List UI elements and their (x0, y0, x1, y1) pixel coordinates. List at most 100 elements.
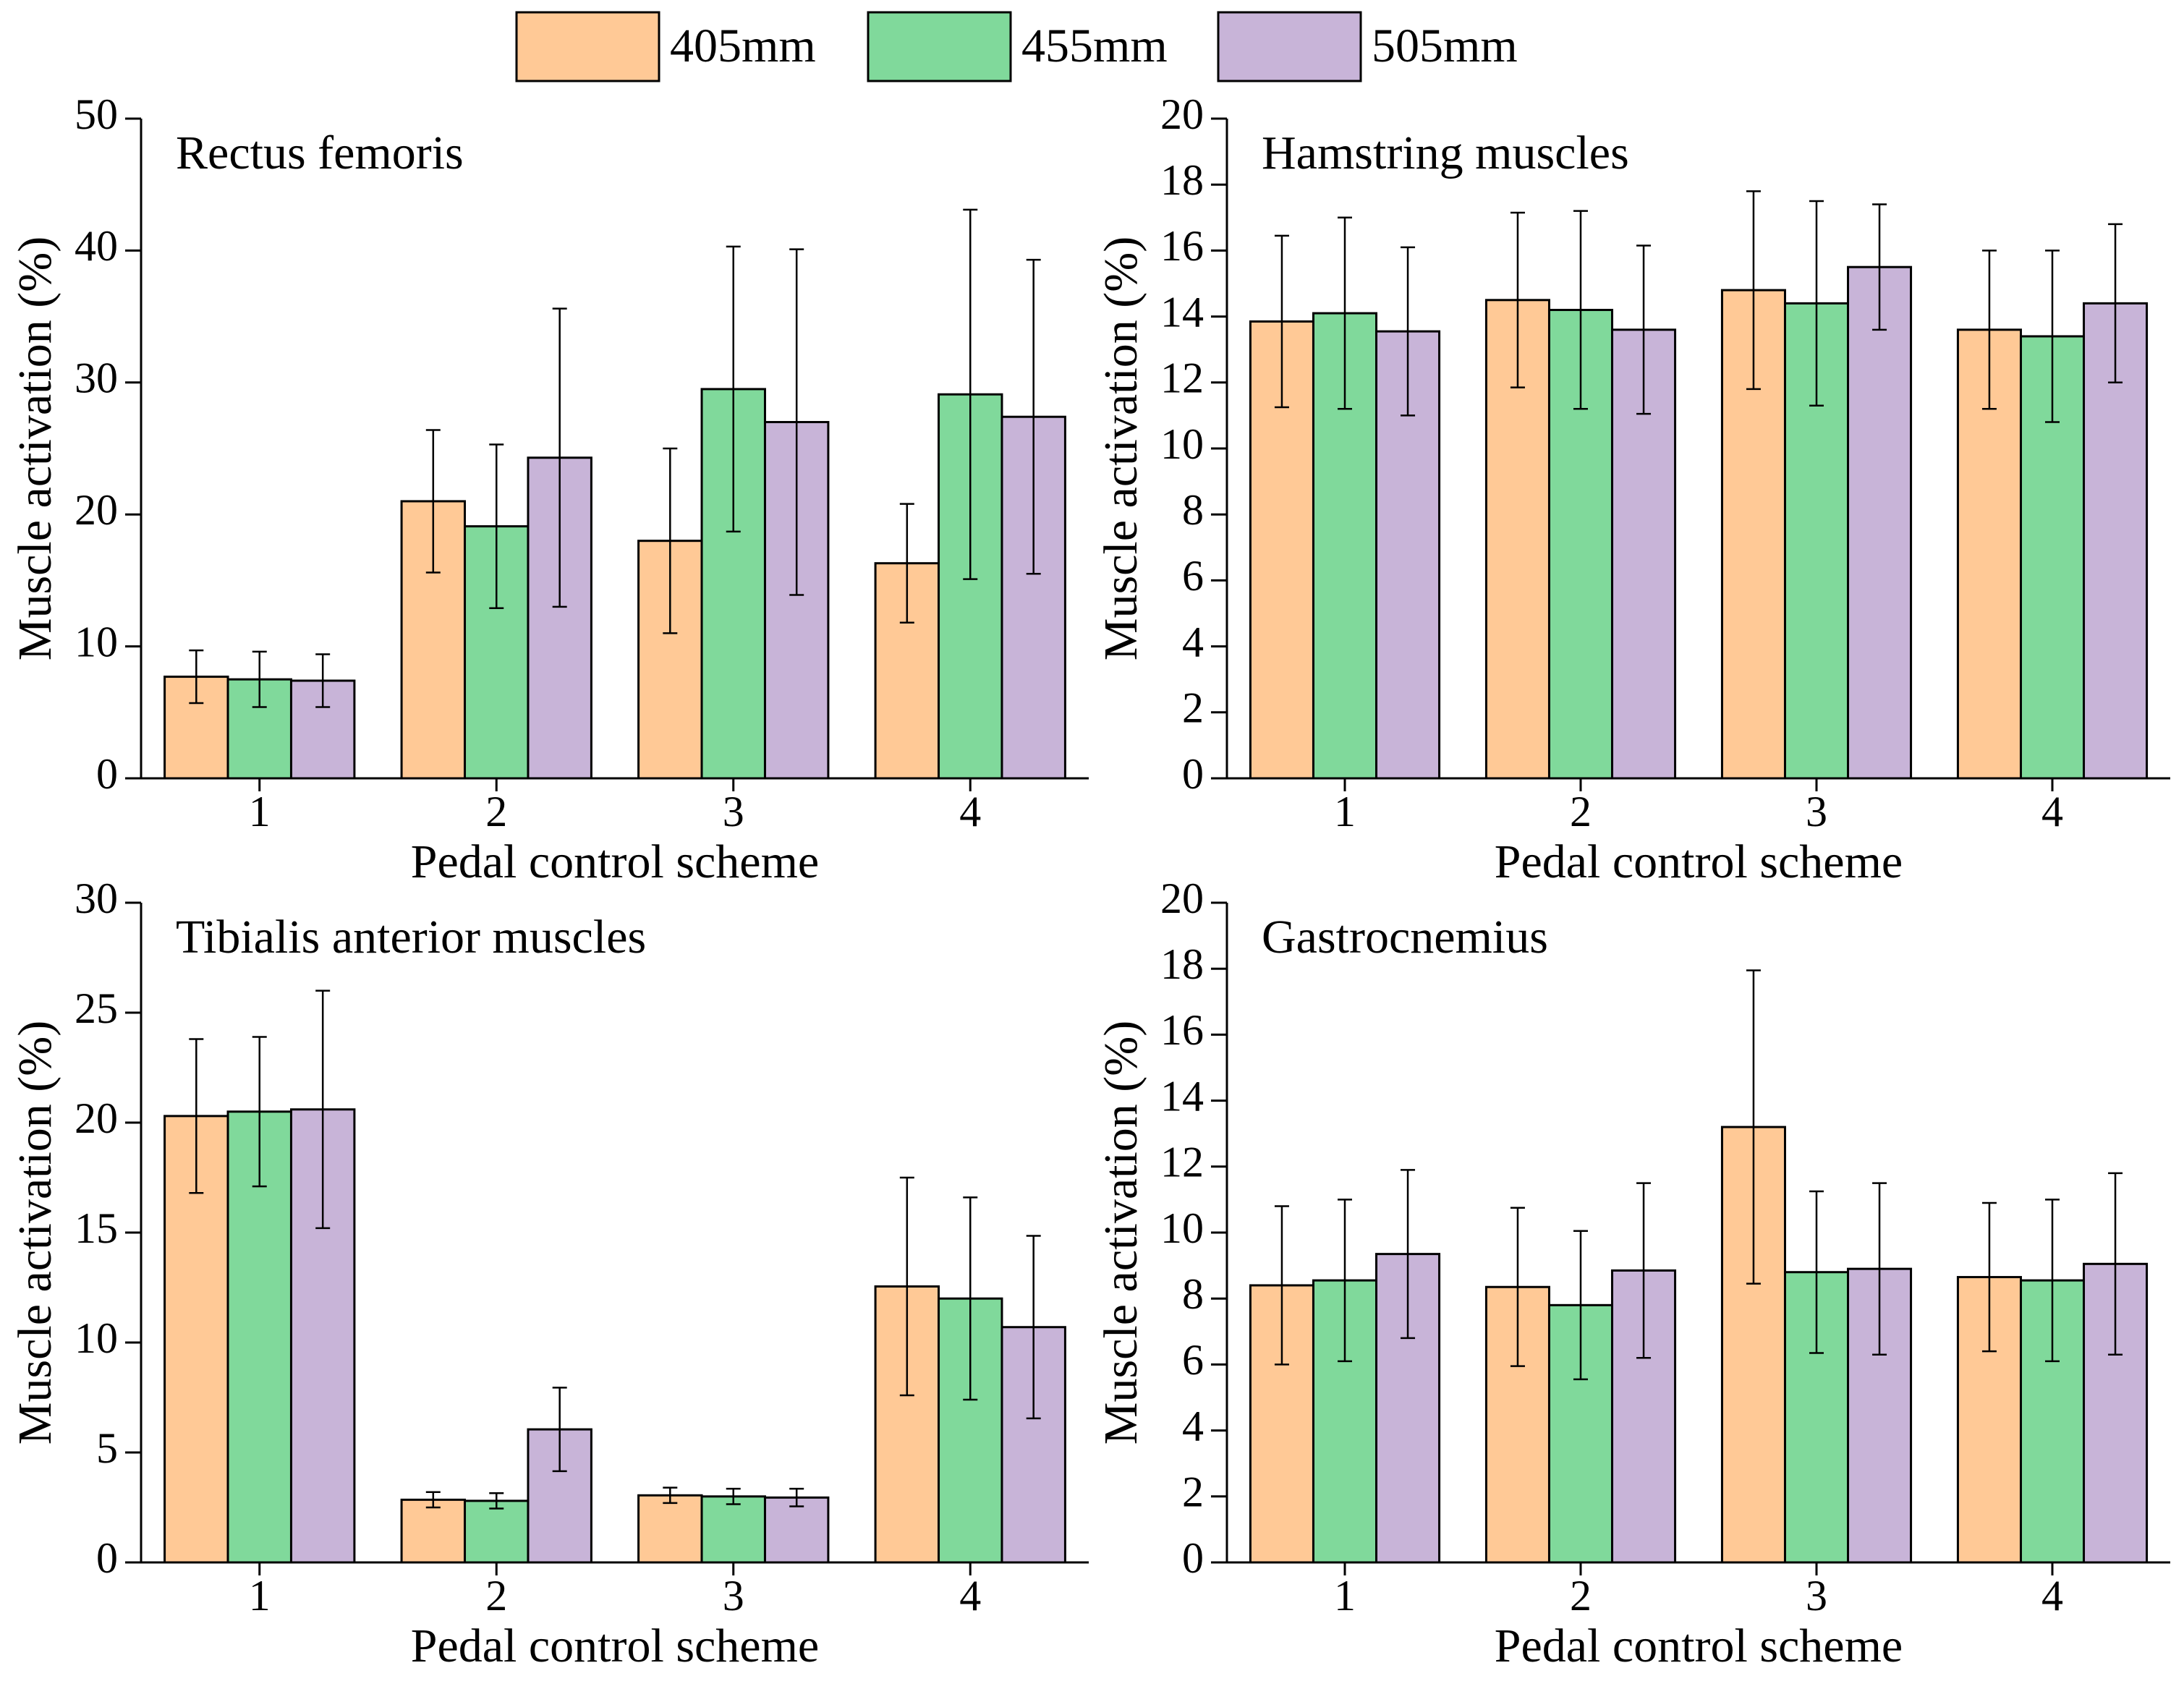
error-bar (726, 1487, 741, 1505)
error-bar (2045, 1199, 2060, 1363)
error-bar (2045, 250, 2060, 423)
y-tick-label: 25 (75, 984, 118, 1032)
y-tick-label: 16 (1160, 222, 1204, 270)
error-bar (1338, 216, 1352, 410)
y-axis-label: Muscle activation (%) (9, 237, 61, 660)
error-bar (189, 1038, 204, 1194)
error-bar (663, 1486, 678, 1505)
y-tick-label: 40 (75, 222, 118, 270)
y-tick-label: 5 (96, 1424, 118, 1472)
error-bar (1981, 250, 1997, 410)
error-bar (1872, 203, 1887, 331)
error-bar (315, 990, 331, 1230)
y-tick-label: 2 (1182, 684, 1204, 732)
error-bar (1746, 969, 1761, 1285)
x-tick-label: 1 (1334, 1572, 1356, 1620)
error-bar (1274, 1205, 1289, 1366)
x-tick-label: 1 (1334, 788, 1356, 835)
error-bar (899, 1176, 914, 1397)
y-tick-label: 0 (96, 1534, 118, 1582)
y-tick-label: 10 (75, 618, 118, 665)
x-axis-label: Pedal control scheme (411, 835, 819, 888)
error-bar (2108, 1172, 2123, 1356)
axes (140, 119, 1089, 780)
legend-label: 455mm (1021, 20, 1168, 72)
error-bar (1026, 1235, 1041, 1420)
bar (400, 1498, 467, 1564)
y-tick-label: 10 (1160, 1204, 1204, 1252)
x-tick-label: 2 (485, 1572, 507, 1620)
y-tick-label: 2 (1182, 1468, 1204, 1516)
legend-swatch (867, 11, 1012, 82)
error-bar (1573, 1230, 1588, 1381)
axes (1225, 119, 2170, 780)
legend-label: 405mm (670, 20, 816, 72)
y-tick-label: 14 (1160, 288, 1204, 336)
error-bar (1401, 1169, 1416, 1340)
x-tick-label: 3 (1806, 788, 1827, 835)
error-bar (1809, 1190, 1824, 1354)
error-bar (1636, 244, 1652, 415)
error-bar (1809, 200, 1824, 407)
error-bar (663, 447, 678, 634)
chart-title: Tibialis anterior muscles (176, 911, 646, 963)
error-bar (789, 248, 804, 596)
bar (700, 1495, 766, 1564)
y-tick-label: 4 (1182, 618, 1204, 665)
y-tick-label: 20 (75, 1094, 118, 1142)
x-tick-label: 3 (723, 788, 744, 835)
y-tick-label: 18 (1160, 940, 1204, 988)
y-tick-label: 20 (1160, 90, 1204, 138)
x-tick-label: 3 (1806, 1572, 1827, 1620)
axes (1225, 903, 2170, 1564)
x-tick-label: 4 (959, 1572, 981, 1620)
error-bar (1401, 246, 1416, 417)
error-bar (1510, 1207, 1525, 1367)
bar (1847, 265, 1913, 780)
error-bar (1573, 210, 1588, 410)
legend-swatch (515, 11, 660, 82)
error-bar (489, 443, 504, 609)
y-tick-label: 6 (1182, 552, 1204, 600)
error-bar (1872, 1182, 1887, 1356)
y-tick-label: 20 (1160, 875, 1204, 922)
x-tick-label: 1 (249, 788, 271, 835)
y-tick-label: 8 (1182, 486, 1204, 534)
x-tick-label: 1 (249, 1572, 271, 1620)
x-axis-label: Pedal control scheme (1495, 1620, 1903, 1672)
x-tick-label: 4 (2041, 788, 2063, 835)
chart-title: Gastrocnemius (1262, 911, 1548, 963)
bar (464, 1499, 530, 1564)
chart-title: Rectus femoris (176, 127, 464, 179)
error-bar (1274, 234, 1289, 409)
y-axis-label: Muscle activation (%) (1095, 237, 1147, 660)
y-tick-label: 0 (1182, 750, 1204, 798)
error-bar (1636, 1182, 1652, 1359)
y-tick-label: 30 (75, 875, 118, 922)
x-tick-label: 3 (723, 1572, 744, 1620)
error-bar (489, 1492, 504, 1510)
y-tick-label: 10 (1160, 420, 1204, 468)
y-tick-label: 8 (1182, 1270, 1204, 1318)
bar (763, 1496, 830, 1564)
error-bar (2108, 223, 2123, 384)
error-bar (425, 1491, 441, 1509)
error-bar (425, 429, 441, 574)
legend-label: 505mm (1372, 20, 1518, 72)
error-bar (899, 503, 914, 624)
y-tick-label: 6 (1182, 1336, 1204, 1384)
y-tick-label: 0 (1182, 1534, 1204, 1582)
error-bar (789, 1487, 804, 1507)
y-tick-label: 12 (1160, 1139, 1204, 1186)
y-axis-label: Muscle activation (%) (1095, 1021, 1147, 1445)
error-bar (963, 1196, 978, 1401)
y-tick-label: 10 (75, 1314, 118, 1362)
x-tick-label: 2 (485, 788, 507, 835)
error-bar (252, 650, 267, 708)
error-bar (726, 245, 741, 533)
y-tick-label: 18 (1160, 156, 1204, 204)
x-tick-label: 4 (959, 788, 981, 835)
error-bar (552, 1387, 567, 1473)
y-tick-label: 4 (1182, 1402, 1204, 1450)
y-tick-label: 0 (96, 750, 118, 798)
